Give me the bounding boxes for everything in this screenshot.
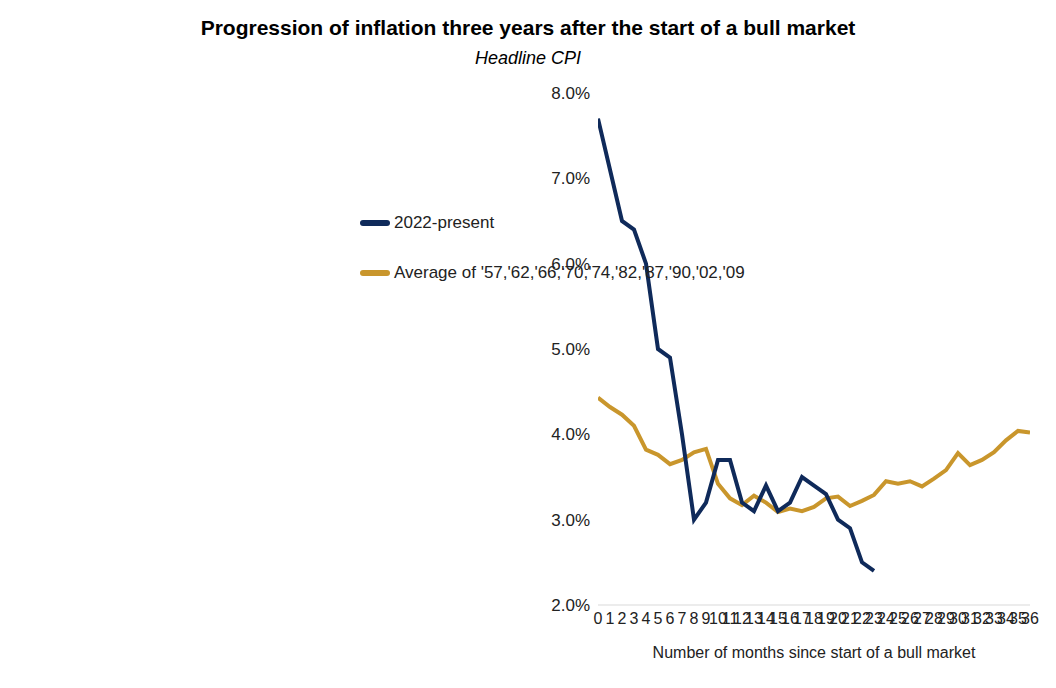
svg-text:2: 2 (618, 610, 627, 627)
svg-text:0: 0 (594, 610, 603, 627)
svg-text:36: 36 (1021, 610, 1039, 627)
svg-text:6: 6 (666, 610, 675, 627)
svg-text:3: 3 (630, 610, 639, 627)
svg-text:6.0%: 6.0% (551, 255, 590, 274)
svg-text:8.0%: 8.0% (551, 84, 590, 103)
svg-text:8: 8 (690, 610, 699, 627)
svg-text:7: 7 (678, 610, 687, 627)
svg-text:7.0%: 7.0% (551, 169, 590, 188)
svg-text:4: 4 (642, 610, 651, 627)
svg-text:5: 5 (654, 610, 663, 627)
svg-text:1: 1 (606, 610, 615, 627)
svg-text:3.0%: 3.0% (551, 511, 590, 530)
svg-text:4.0%: 4.0% (551, 425, 590, 444)
svg-text:5.0%: 5.0% (551, 340, 590, 359)
svg-text:Number of months since start o: Number of months since start of a bull m… (653, 644, 976, 661)
svg-text:2.0%: 2.0% (551, 596, 590, 615)
